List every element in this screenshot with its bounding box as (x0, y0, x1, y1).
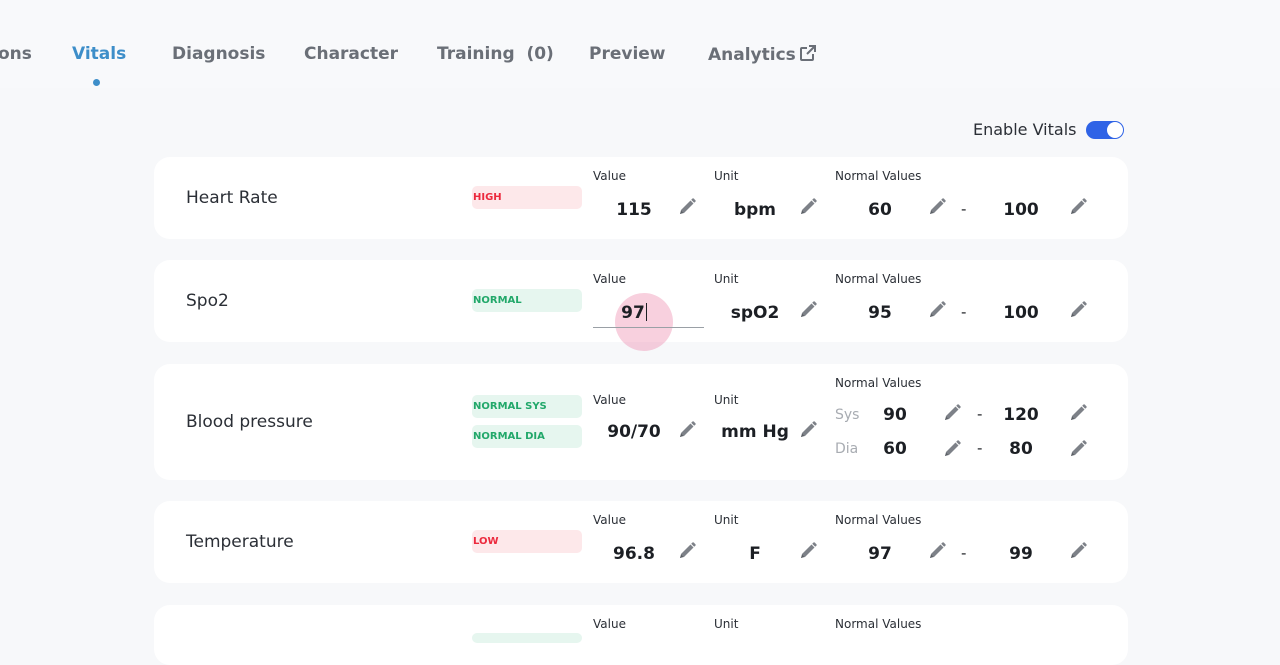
value-field[interactable]: 96.8 (613, 544, 655, 564)
pencil-icon[interactable] (1068, 403, 1088, 423)
normal-values-label: Normal Values (835, 376, 922, 390)
pencil-icon[interactable] (1068, 541, 1088, 561)
value-label: Value (593, 513, 626, 527)
pencil-icon[interactable] (1068, 300, 1088, 320)
status-badge-dia: NORMAL DIA (472, 425, 582, 448)
vital-name: Temperature (186, 532, 294, 552)
tab-analytics-label: Analytics (708, 45, 796, 65)
sys-label: Sys (835, 407, 860, 423)
unit-field[interactable]: mm Hg (721, 422, 789, 442)
pencil-icon[interactable] (927, 197, 947, 217)
pencil-icon[interactable] (927, 541, 947, 561)
vital-card-blood-pressure: Blood pressure NORMAL SYS NORMAL DIA Val… (154, 364, 1128, 480)
pencil-icon[interactable] (1068, 197, 1088, 217)
external-link-icon (799, 44, 817, 67)
click-indicator (615, 293, 673, 351)
vital-name: Heart Rate (186, 188, 278, 208)
normal-max-field[interactable]: 100 (1003, 200, 1039, 220)
tab-bar: ons Vitals Diagnosis Character Training … (0, 0, 1280, 88)
dia-label: Dia (835, 441, 859, 457)
pencil-icon[interactable] (798, 541, 818, 561)
status-badge (472, 633, 582, 643)
status-badge: NORMAL (472, 289, 582, 312)
value-input[interactable]: 97 (594, 303, 674, 323)
pencil-icon[interactable] (798, 300, 818, 320)
normal-values-label: Normal Values (835, 169, 922, 183)
value-label: Value (593, 617, 626, 631)
normal-min-field[interactable]: 60 (868, 200, 892, 220)
sys-max-field[interactable]: 120 (1003, 405, 1039, 425)
vital-card-spo2: Spo2 NORMAL Value 97 Unit spO2 Normal Va… (154, 260, 1128, 351)
status-badge-sys: NORMAL SYS (472, 395, 582, 418)
tab-analytics[interactable]: Analytics (708, 44, 817, 67)
pencil-icon[interactable] (677, 541, 697, 561)
unit-field[interactable]: bpm (733, 200, 777, 220)
range-dash: - (977, 405, 983, 423)
value-label: Value (593, 393, 626, 407)
pencil-icon[interactable] (798, 197, 818, 217)
normal-values-label: Normal Values (835, 272, 922, 286)
status-badge: LOW (472, 530, 582, 553)
tab-vitals[interactable]: Vitals (72, 44, 127, 64)
pencil-icon[interactable] (677, 420, 697, 440)
pencil-icon[interactable] (927, 300, 947, 320)
sys-min-field[interactable]: 90 (883, 405, 907, 425)
tab-options[interactable]: ons (0, 44, 32, 64)
vital-card-heart-rate: Heart Rate HIGH Value 115 Unit bpm Norma… (154, 157, 1128, 239)
normal-values-label: Normal Values (835, 513, 922, 527)
value-field[interactable]: 90/70 (607, 422, 661, 442)
toggle-knob (1107, 121, 1124, 138)
pencil-icon[interactable] (1068, 439, 1088, 459)
active-tab-indicator (93, 79, 100, 86)
range-dash: - (961, 303, 967, 321)
normal-max-field[interactable]: 99 (1009, 544, 1033, 564)
tab-preview[interactable]: Preview (589, 44, 666, 64)
pencil-icon[interactable] (677, 197, 697, 217)
unit-field[interactable]: F (749, 544, 761, 564)
pencil-icon[interactable] (942, 403, 962, 423)
status-badge: HIGH (472, 186, 582, 209)
enable-vitals: Enable Vitals (973, 120, 1125, 139)
value-label: Value (593, 169, 626, 183)
pencil-icon[interactable] (798, 420, 818, 440)
vital-card-temperature: Temperature LOW Value 96.8 Unit F Normal… (154, 501, 1128, 583)
range-dash: - (961, 544, 967, 562)
input-underline (593, 327, 704, 328)
normal-min-field[interactable]: 95 (868, 303, 892, 323)
dia-max-field[interactable]: 80 (1009, 439, 1033, 459)
enable-vitals-toggle[interactable] (1086, 120, 1125, 139)
tab-training[interactable]: Training (0) (437, 44, 554, 64)
unit-field[interactable]: spO2 (730, 303, 780, 323)
vital-card-partial: Value Unit Normal Values (154, 605, 1128, 665)
normal-values-label: Normal Values (835, 617, 922, 631)
pencil-icon[interactable] (942, 439, 962, 459)
dia-min-field[interactable]: 60 (883, 439, 907, 459)
range-dash: - (961, 200, 967, 218)
normal-max-field[interactable]: 100 (1003, 303, 1039, 323)
tab-diagnosis[interactable]: Diagnosis (172, 44, 266, 64)
unit-label: Unit (714, 513, 739, 527)
vital-name: Spo2 (186, 291, 229, 311)
value-label: Value (593, 272, 626, 286)
enable-vitals-label: Enable Vitals (973, 120, 1077, 139)
unit-label: Unit (714, 272, 739, 286)
range-dash: - (977, 439, 983, 457)
normal-min-field[interactable]: 97 (868, 544, 892, 564)
tab-character[interactable]: Character (304, 44, 399, 64)
value-input-text: 97 (621, 303, 645, 323)
unit-label: Unit (714, 617, 739, 631)
value-field[interactable]: 115 (616, 200, 652, 220)
unit-label: Unit (714, 169, 739, 183)
text-cursor (645, 303, 647, 321)
vital-name: Blood pressure (186, 412, 313, 432)
unit-label: Unit (714, 393, 739, 407)
